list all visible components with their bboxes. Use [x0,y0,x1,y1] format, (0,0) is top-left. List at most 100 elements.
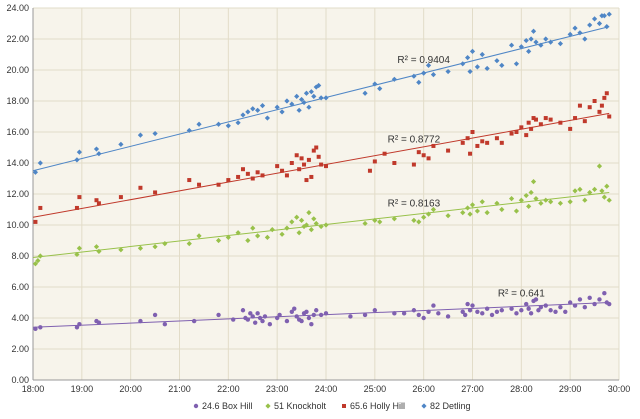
data-point [411,162,416,167]
data-point [528,189,534,196]
data-point [255,233,261,239]
data-point [74,157,80,163]
y-tick-label: 4.00 [11,313,29,323]
data-point [294,93,300,99]
data-point [248,311,253,316]
data-point [197,182,202,187]
data-point [421,70,427,76]
data-point [474,208,480,214]
data-point [538,42,544,48]
data-point [538,200,544,206]
data-point [543,197,549,203]
data-point [468,151,473,156]
data-point [289,101,295,107]
data-point [216,182,221,187]
data-point [528,36,534,42]
data-point [509,306,514,311]
data-point [484,210,490,216]
data-point [513,208,520,214]
data-point [74,205,79,210]
data-point [430,206,437,213]
data-point [465,136,470,141]
data-point [260,318,265,324]
data-point [602,95,607,100]
data-point [216,312,221,318]
data-point [319,162,324,167]
data-point [96,201,101,206]
data-point [421,214,427,220]
data-point [240,112,246,118]
x-tick-label: 20:00 [119,384,142,394]
y-tick-label: 20.00 [6,65,29,75]
data-point [523,37,529,44]
data-point [225,123,231,129]
data-point [587,189,593,196]
data-point [533,297,539,302]
x-tick-label: 18:00 [22,384,45,394]
data-point [436,311,441,316]
data-point [607,114,612,119]
data-point [313,220,319,227]
y-tick-label: 14.00 [6,158,29,168]
data-point [186,127,192,134]
data-point [274,104,280,110]
data-point [577,186,583,192]
data-point [284,318,290,324]
data-point [250,225,256,231]
data-point [567,31,573,37]
data-point [533,196,539,202]
data-point [484,65,490,72]
data-point [240,308,246,313]
data-point [577,30,583,36]
data-point [259,103,266,109]
x-tick-label: 28:00 [510,384,533,394]
data-point [568,126,573,131]
data-point [306,210,312,216]
data-point [301,99,307,106]
data-point [306,315,312,321]
data-point [587,105,592,110]
data-point [416,79,422,85]
data-point [94,198,99,203]
data-point [93,244,100,250]
data-point [309,322,314,327]
data-point [362,220,368,227]
data-point [430,72,437,78]
data-point [289,161,294,165]
data-point [426,309,431,314]
data-point [267,322,273,327]
data-point [269,227,275,233]
data-point [318,223,324,230]
data-point [77,195,82,200]
data-point [543,303,548,308]
data-point [314,145,319,150]
y-tick-label: 22.00 [6,34,29,44]
data-point [324,164,328,169]
data-point [93,146,100,152]
data-point [508,196,515,202]
data-point [548,308,553,313]
data-point [311,93,317,99]
data-point [311,216,317,222]
data-point [289,219,295,225]
data-point [318,312,324,318]
data-point [296,107,302,113]
data-point [599,188,605,194]
data-point [96,248,102,254]
data-point [382,151,387,156]
data-point [74,325,80,330]
data-point [152,130,158,137]
data-point [74,251,80,258]
data-point [557,41,563,47]
data-point [306,104,312,110]
data-point [323,311,329,316]
y-tick-label: 6.00 [11,282,29,292]
y-tick-label: 10.00 [6,220,29,230]
data-point [479,199,485,205]
data-point [37,160,43,166]
data-point [446,148,451,153]
data-point [494,200,500,206]
data-point [557,200,563,206]
data-point [33,219,38,224]
